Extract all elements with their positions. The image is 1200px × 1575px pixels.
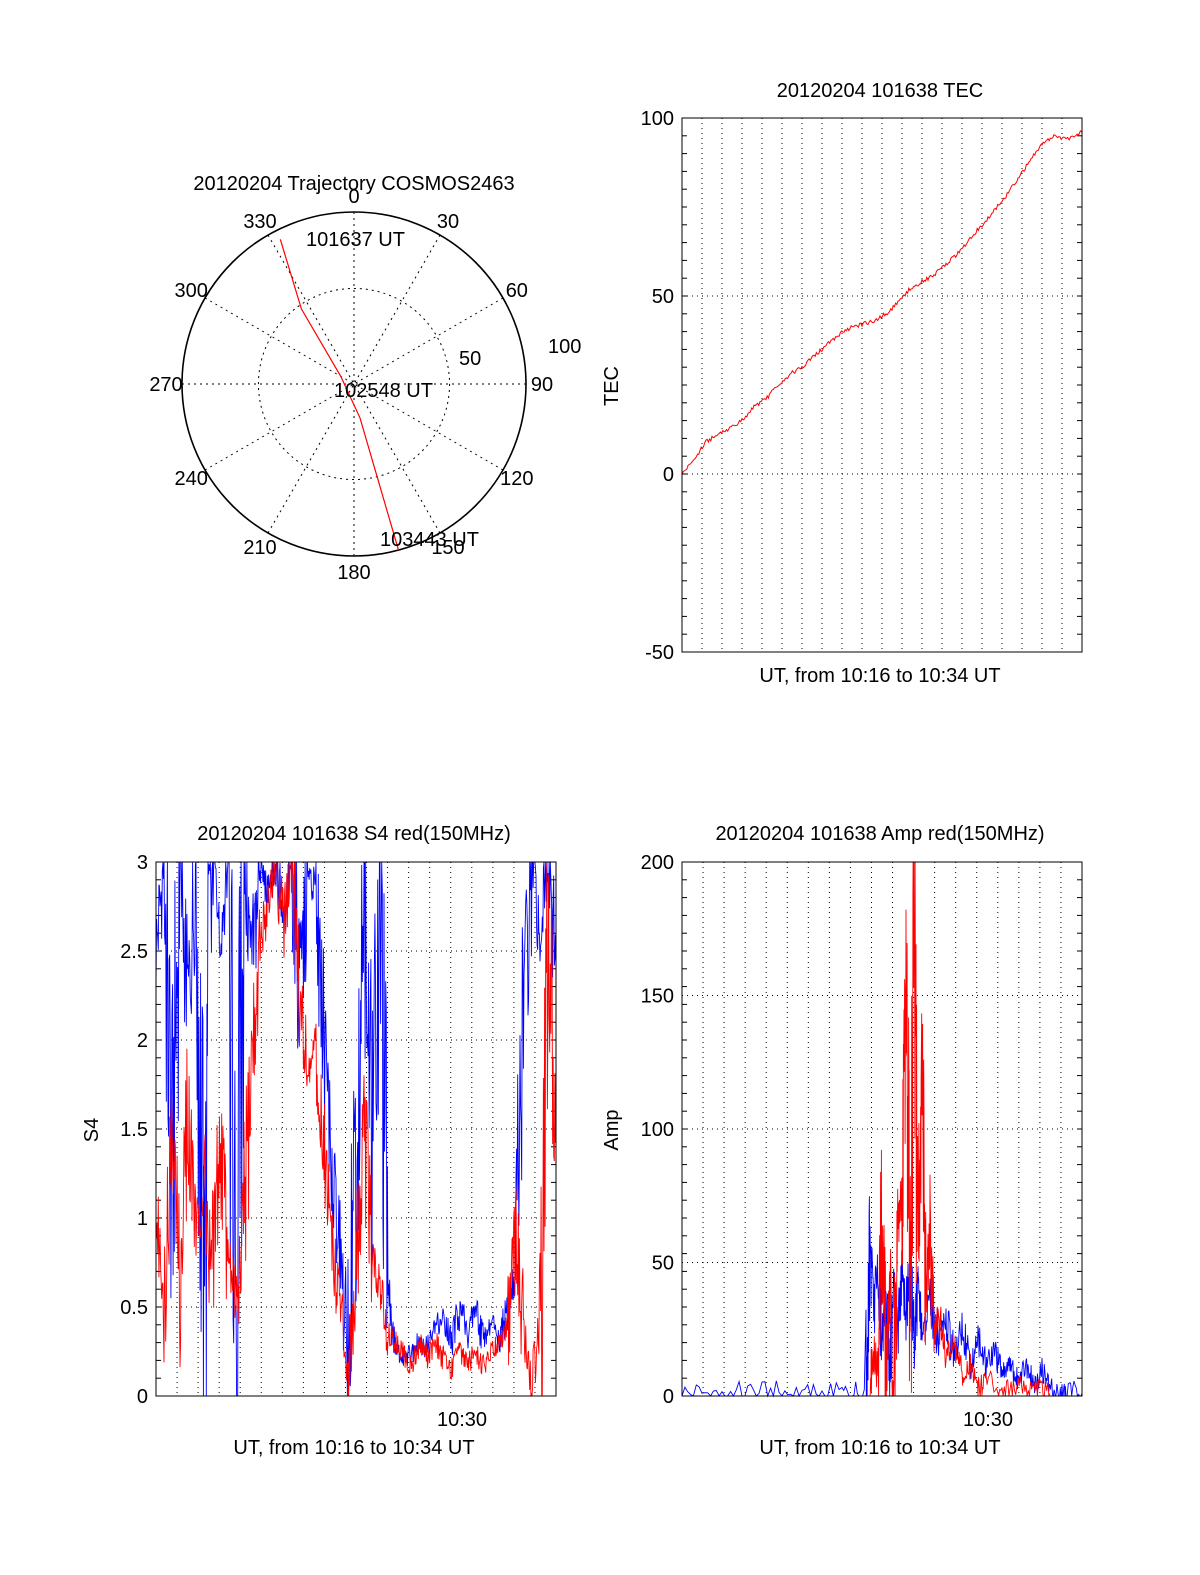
polar-title: 20120204 Trajectory COSMOS2463 xyxy=(193,173,514,195)
amp-y-tick-label: 200 xyxy=(641,852,674,874)
amp-series-red xyxy=(869,861,1051,1397)
amp-frame xyxy=(681,861,1083,1397)
s4-title: 20120204 101638 S4 red(150MHz) xyxy=(197,823,511,845)
s4-frame xyxy=(155,861,557,1397)
amp-chart: 20120204 101638 Amp red(150MHz) UT, from… xyxy=(601,823,1083,1459)
s4-x-tick-label: 10:30 xyxy=(437,1409,487,1431)
s4-series xyxy=(155,861,557,1397)
s4-series-blue xyxy=(155,861,557,1397)
amp-x-tick-label: 10:30 xyxy=(963,1409,1013,1431)
polar-track-end-label: 103443 UT xyxy=(380,529,479,551)
polar-radial-label-100: 100 xyxy=(548,336,581,358)
s4-y-tick-label: 1 xyxy=(137,1208,148,1230)
polar-azimuth-label: 210 xyxy=(243,537,276,559)
polar-azimuth-label: 120 xyxy=(500,468,533,490)
amp-x-tick-labels: 10:30 xyxy=(963,1409,1013,1431)
polar-azimuth-labels: 0 30 60 90 120 150 180 210 240 270 300 330 xyxy=(149,186,553,584)
tec-ylabel: TEC xyxy=(601,366,623,406)
amp-y-tick-label: 100 xyxy=(641,1119,674,1141)
tec-series-red xyxy=(681,130,1083,476)
polar-azimuth-label: 0 xyxy=(348,186,359,208)
s4-y-tick-label: 0 xyxy=(137,1386,148,1408)
polar-radial-label-50: 50 xyxy=(459,348,481,370)
s4-y-tick-label: 0.5 xyxy=(120,1297,148,1319)
polar-grid xyxy=(181,211,527,557)
amp-ylabel: Amp xyxy=(601,1109,623,1150)
s4-y-tick-label: 2.5 xyxy=(120,941,148,963)
polar-azimuth-label: 240 xyxy=(174,468,207,490)
amp-series xyxy=(681,861,1083,1398)
polar-azimuth-label: 60 xyxy=(506,280,528,302)
s4-grid xyxy=(156,861,556,1397)
tec-chart: 20120204 101638 TEC UT, from 10:16 to 10… xyxy=(601,80,1083,687)
amp-y-tick-labels: 0 50 100 150 200 xyxy=(641,852,674,1408)
polar-azimuth-label: 30 xyxy=(437,211,459,233)
s4-chart: 20120204 101638 S4 red(150MHz) UT, from … xyxy=(81,823,557,1459)
tec-series xyxy=(681,130,1083,476)
s4-y-tick-label: 1.5 xyxy=(120,1119,148,1141)
tec-xlabel: UT, from 10:16 to 10:34 UT xyxy=(759,665,1000,687)
polar-inner-circle xyxy=(257,287,451,481)
s4-y-tick-label: 3 xyxy=(137,852,148,874)
tec-y-tick-label: -50 xyxy=(645,642,674,664)
amp-title: 20120204 101638 Amp red(150MHz) xyxy=(715,823,1044,845)
amp-grid xyxy=(682,861,1082,1397)
polar-azimuth-label: 150 xyxy=(431,537,464,559)
tec-y-tick-label: 50 xyxy=(652,286,674,308)
tec-y-tick-label: 0 xyxy=(663,464,674,486)
amp-xlabel: UT, from 10:16 to 10:34 UT xyxy=(759,1437,1000,1459)
polar-chart: 20120204 Trajectory COSMOS2463 0 30 60 90 12… xyxy=(149,173,581,584)
tec-frame xyxy=(681,117,1083,653)
tec-title: 20120204 101638 TEC xyxy=(777,80,983,102)
polar-azimuth-label: 300 xyxy=(174,280,207,302)
s4-series-red xyxy=(155,861,557,1397)
amp-y-tick-label: 50 xyxy=(652,1253,674,1275)
polar-azimuth-label: 270 xyxy=(149,374,182,396)
polar-track-line xyxy=(279,239,400,551)
s4-xlabel: UT, from 10:16 to 10:34 UT xyxy=(233,1437,474,1459)
amp-series-blue xyxy=(681,1196,1083,1398)
polar-azimuth-label: 330 xyxy=(243,211,276,233)
s4-y-tick-label: 2 xyxy=(137,1030,148,1052)
s4-ylabel: S4 xyxy=(81,1118,103,1142)
s4-x-tick-labels: 10:30 xyxy=(437,1409,487,1431)
amp-y-tick-label: 0 xyxy=(663,1386,674,1408)
polar-azimuth-label: 90 xyxy=(531,374,553,396)
polar-azimuth-label: 180 xyxy=(337,562,370,584)
s4-y-tick-labels: 0 0.5 1 1.5 2 2.5 3 xyxy=(120,852,148,1408)
polar-track-start-label: 101637 UT xyxy=(306,229,405,251)
polar-track-mid-label: 102548 UT xyxy=(334,380,433,402)
amp-y-tick-label: 150 xyxy=(641,986,674,1008)
tec-grid xyxy=(682,117,1082,653)
tec-y-tick-label: 100 xyxy=(641,108,674,130)
tec-y-tick-labels: -50 0 50 100 xyxy=(641,108,674,664)
